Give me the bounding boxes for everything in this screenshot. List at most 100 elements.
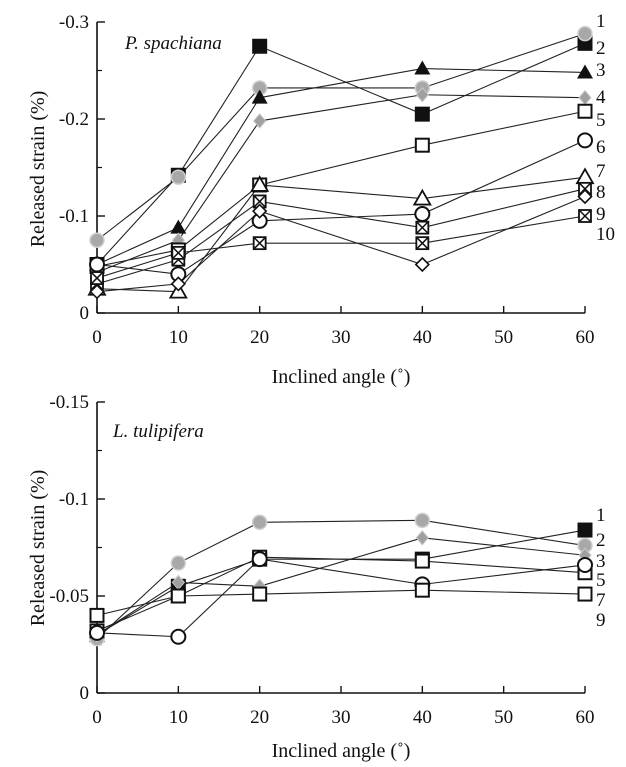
series-label: 3	[596, 551, 606, 572]
series-line-2	[96, 519, 586, 640]
data-point	[170, 276, 186, 292]
series-label: 7	[596, 590, 606, 611]
series-markers-2	[89, 512, 593, 647]
data-point	[415, 530, 429, 546]
data-point	[89, 256, 105, 273]
y-tick-label: 0	[80, 303, 90, 324]
panel-title: P. spachiana	[124, 33, 222, 54]
data-point	[170, 169, 187, 185]
data-point	[89, 284, 105, 300]
series-markers-10	[90, 209, 592, 285]
y-axis-title: Released strain (%)	[27, 91, 49, 248]
data-point	[171, 245, 186, 260]
data-point	[170, 219, 187, 234]
x-tick-label: 30	[332, 707, 351, 728]
data-point	[414, 256, 430, 273]
data-point	[170, 588, 186, 604]
x-tick-label: 60	[576, 327, 595, 348]
series-label: 7	[596, 161, 606, 182]
data-point	[414, 60, 431, 75]
data-point	[252, 38, 268, 54]
data-point	[577, 522, 593, 538]
series-label: 1	[596, 11, 606, 32]
data-point	[577, 586, 593, 602]
data-point	[415, 236, 430, 251]
data-point	[253, 113, 267, 129]
series-line-9	[96, 589, 586, 616]
x-tick-label: 20	[250, 707, 269, 728]
series-label: 6	[596, 137, 606, 158]
series-label: 1	[596, 505, 606, 526]
data-point	[577, 25, 593, 42]
data-point	[577, 556, 593, 573]
series-markers-7	[89, 551, 593, 645]
x-tick-label: 30	[332, 327, 351, 348]
data-point	[414, 206, 431, 223]
data-point	[414, 137, 430, 153]
x-tick-label: 50	[494, 707, 513, 728]
data-point	[89, 232, 105, 248]
x-tick-label: 40	[413, 707, 432, 728]
data-point	[414, 106, 430, 122]
series-markers-8	[90, 181, 592, 291]
chart-panel-1: 0 10 20 30 40 50 60 0 -0.1 -0.2 -0.3 Inclined angle…	[27, 11, 615, 388]
series-label: 5	[596, 110, 606, 131]
data-point	[415, 86, 429, 103]
series-label: 3	[596, 60, 606, 81]
data-point	[251, 89, 268, 104]
series-label: 8	[596, 182, 606, 203]
series-markers-4	[90, 86, 592, 281]
x-tick-label: 10	[169, 327, 188, 348]
y-tick-label: -0.1	[59, 489, 89, 510]
data-point	[89, 624, 105, 641]
series-line-9	[96, 196, 586, 293]
series-label: 10	[596, 224, 615, 245]
series-markers-6	[89, 132, 593, 283]
data-point	[170, 555, 187, 571]
series-label: 9	[596, 610, 606, 631]
series-line-10	[96, 215, 586, 279]
y-tick-label: -0.2	[59, 109, 89, 130]
y-tick-label: -0.3	[59, 12, 89, 33]
data-point	[252, 203, 268, 219]
series-line-7	[96, 176, 586, 293]
data-point	[577, 64, 593, 79]
x-tick-label: 10	[169, 707, 188, 728]
data-point	[575, 167, 595, 185]
series-label: 9	[596, 204, 606, 225]
data-point	[578, 181, 592, 196]
data-point	[251, 551, 268, 568]
data-point	[170, 628, 187, 645]
data-point	[251, 514, 268, 531]
x-tick-label: 0	[92, 327, 102, 348]
series-markers-9	[89, 188, 593, 300]
data-point	[252, 586, 268, 602]
series-label: 2	[596, 530, 606, 551]
chart-panel-2: 0 10 20 30 40 50 60 0 -0.05 -0.1 -0.15 Inclined ang…	[27, 392, 606, 762]
series-line-8	[96, 188, 586, 285]
x-axis-title: Inclined angle (˚)	[272, 366, 411, 388]
data-point	[414, 512, 431, 529]
series-label: 5	[596, 570, 606, 591]
y-tick-label: -0.1	[59, 206, 89, 227]
x-tick-label: 50	[494, 327, 513, 348]
y-tick-label: -0.05	[49, 586, 89, 607]
series-line-3	[96, 537, 586, 636]
series-line-6	[96, 139, 586, 275]
series-line-2	[96, 33, 586, 241]
series-label: 4	[596, 87, 606, 108]
x-tick-label: 20	[250, 327, 269, 348]
data-point	[414, 553, 430, 569]
data-point	[250, 175, 270, 192]
series-label: 2	[596, 38, 606, 59]
data-point	[578, 209, 592, 223]
data-point	[577, 132, 593, 149]
series-markers-1	[89, 522, 593, 643]
panel-title: L. tulipifera	[112, 421, 204, 442]
series-line-3	[96, 68, 586, 266]
x-tick-label: 60	[576, 707, 595, 728]
y-tick-label: -0.15	[49, 392, 89, 413]
data-point	[90, 271, 104, 285]
